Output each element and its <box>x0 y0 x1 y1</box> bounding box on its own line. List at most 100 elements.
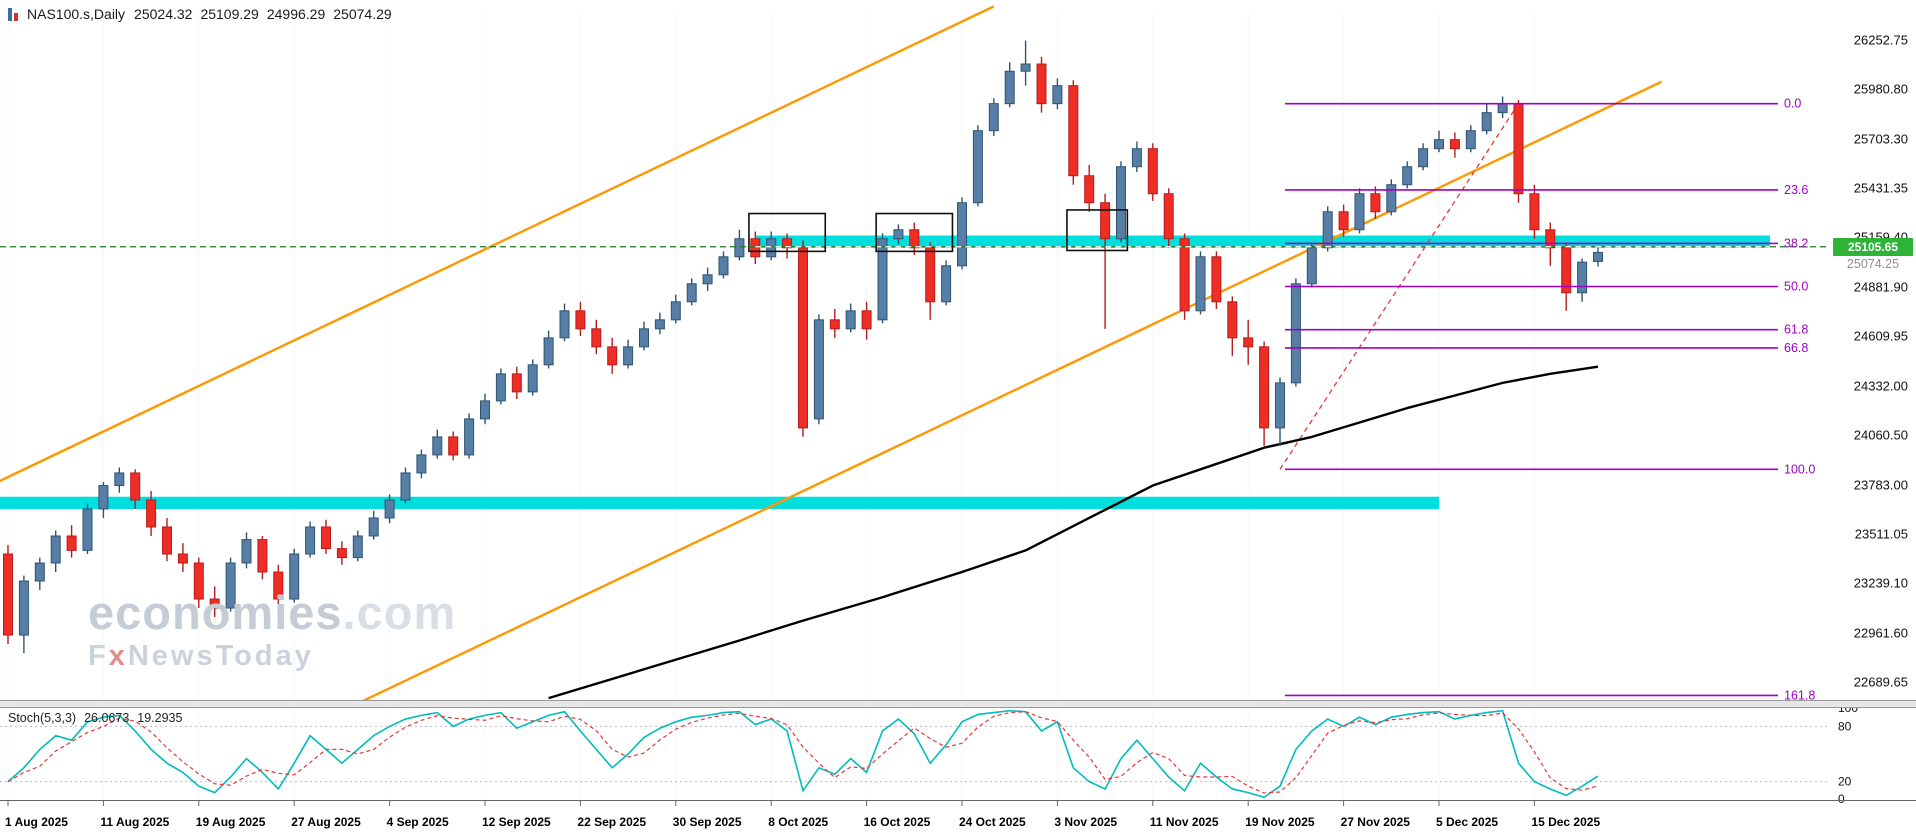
candle <box>1561 247 1572 294</box>
candle <box>972 130 983 204</box>
x-axis-label: 5 Dec 2025 <box>1436 815 1498 829</box>
candle <box>1116 166 1126 240</box>
candle <box>400 472 411 501</box>
stoch-scale-label: 20 <box>1838 775 1852 789</box>
price-tick: 23239.10 <box>1854 575 1908 590</box>
candle <box>1036 63 1047 105</box>
trend-channel-line[interactable] <box>0 5 995 484</box>
symbol-period-label: NAS100.s,Daily <box>27 6 126 22</box>
candle <box>1577 261 1588 294</box>
candle <box>1195 256 1206 312</box>
candle <box>448 436 459 456</box>
watermark-brand: economies.com <box>88 586 457 639</box>
candle <box>1147 148 1158 195</box>
fib-label: 161.8 <box>1784 688 1815 702</box>
candle <box>988 103 999 132</box>
x-axis-label: 22 Sep 2025 <box>577 815 646 829</box>
candle <box>368 517 379 537</box>
chart-title-bar: NAS100.s,Daily 25024.32 25109.29 24996.2… <box>8 6 392 22</box>
candle <box>416 454 427 474</box>
ohlc-close: 25074.29 <box>333 6 392 22</box>
x-axis-label: 3 Nov 2025 <box>1054 815 1117 829</box>
main-plot[interactable] <box>0 5 1830 764</box>
candle <box>1449 139 1460 150</box>
candle <box>241 539 252 564</box>
ohlc-low: 24996.29 <box>266 6 326 22</box>
candle <box>1593 251 1603 262</box>
candle <box>941 265 952 303</box>
x-axis-label: 27 Nov 2025 <box>1341 815 1411 829</box>
highlight-box[interactable] <box>875 212 954 253</box>
price-tick: 24060.50 <box>1854 428 1908 443</box>
candle <box>750 238 761 258</box>
candle <box>1179 238 1190 312</box>
support-zone <box>0 496 1440 509</box>
candles <box>3 40 1603 654</box>
candle <box>925 247 936 303</box>
price-tick: 22961.60 <box>1854 625 1908 640</box>
highlight-box[interactable] <box>1066 209 1129 252</box>
candle <box>384 499 395 519</box>
candle <box>1084 175 1095 204</box>
fib-label: 23.6 <box>1784 183 1808 197</box>
x-axis-label: 4 Sep 2025 <box>387 815 449 829</box>
candle <box>1402 166 1413 186</box>
candle <box>798 247 808 429</box>
candle <box>813 319 824 420</box>
candle <box>98 485 109 510</box>
candle <box>1513 103 1524 195</box>
stoch-main-value: 26.0673 <box>84 711 130 725</box>
candle <box>34 562 45 582</box>
candle <box>1545 229 1556 249</box>
price-tick: 24332.00 <box>1854 379 1908 394</box>
candle <box>130 472 141 501</box>
watermark-subbrand: FxNewsToday <box>88 640 314 673</box>
bid-price-badge: 25105.65 <box>1833 237 1913 256</box>
candle <box>782 238 793 249</box>
support-zone <box>755 235 1770 248</box>
symbol-icon <box>8 7 18 21</box>
candle <box>1306 247 1317 285</box>
candle <box>893 229 904 240</box>
price-tick: 25703.30 <box>1854 132 1908 147</box>
candle <box>957 202 967 267</box>
trend-channel-line[interactable] <box>231 80 1663 764</box>
ohlc-readout: 25024.32 25109.29 24996.29 25074.29 <box>134 6 392 22</box>
highlight-box[interactable] <box>748 212 827 253</box>
candle <box>909 229 920 249</box>
candle <box>877 238 888 321</box>
candle <box>1290 283 1301 384</box>
price-tick: 22689.65 <box>1854 674 1908 689</box>
candle <box>193 562 204 600</box>
x-axis-label: 8 Oct 2025 <box>768 815 828 829</box>
candle <box>511 373 522 393</box>
x-axis-label: 27 Aug 2025 <box>291 815 361 829</box>
candle <box>1020 63 1031 72</box>
candle <box>607 346 618 366</box>
stoch-main-line <box>7 709 1599 799</box>
candle <box>686 283 697 303</box>
x-axis-label: 1 Aug 2025 <box>5 815 68 829</box>
candle <box>305 526 316 555</box>
candle <box>1322 211 1333 249</box>
price-axis[interactable]: 26252.7525980.8025703.3025431.3525159.40… <box>1854 33 1908 690</box>
price-tick: 26252.75 <box>1854 33 1908 48</box>
candle <box>464 418 475 456</box>
time-axis[interactable]: 1 Aug 2025 11 Aug 2025 19 Aug 2025 27 Aug 2… <box>5 800 1600 830</box>
x-axis-label: 19 Aug 2025 <box>196 815 266 829</box>
candle <box>670 301 681 321</box>
candle <box>432 436 443 456</box>
candle <box>82 508 93 551</box>
candle <box>1338 211 1349 231</box>
candle <box>1370 193 1381 213</box>
candle <box>1465 130 1476 150</box>
candle <box>1243 337 1254 348</box>
candle <box>623 346 634 366</box>
stochastic-panel[interactable]: 10080200 <box>0 701 1858 806</box>
candle <box>1211 256 1222 303</box>
candle <box>352 535 363 559</box>
candle <box>1481 112 1492 132</box>
candle <box>273 571 284 600</box>
candle <box>1163 193 1174 240</box>
